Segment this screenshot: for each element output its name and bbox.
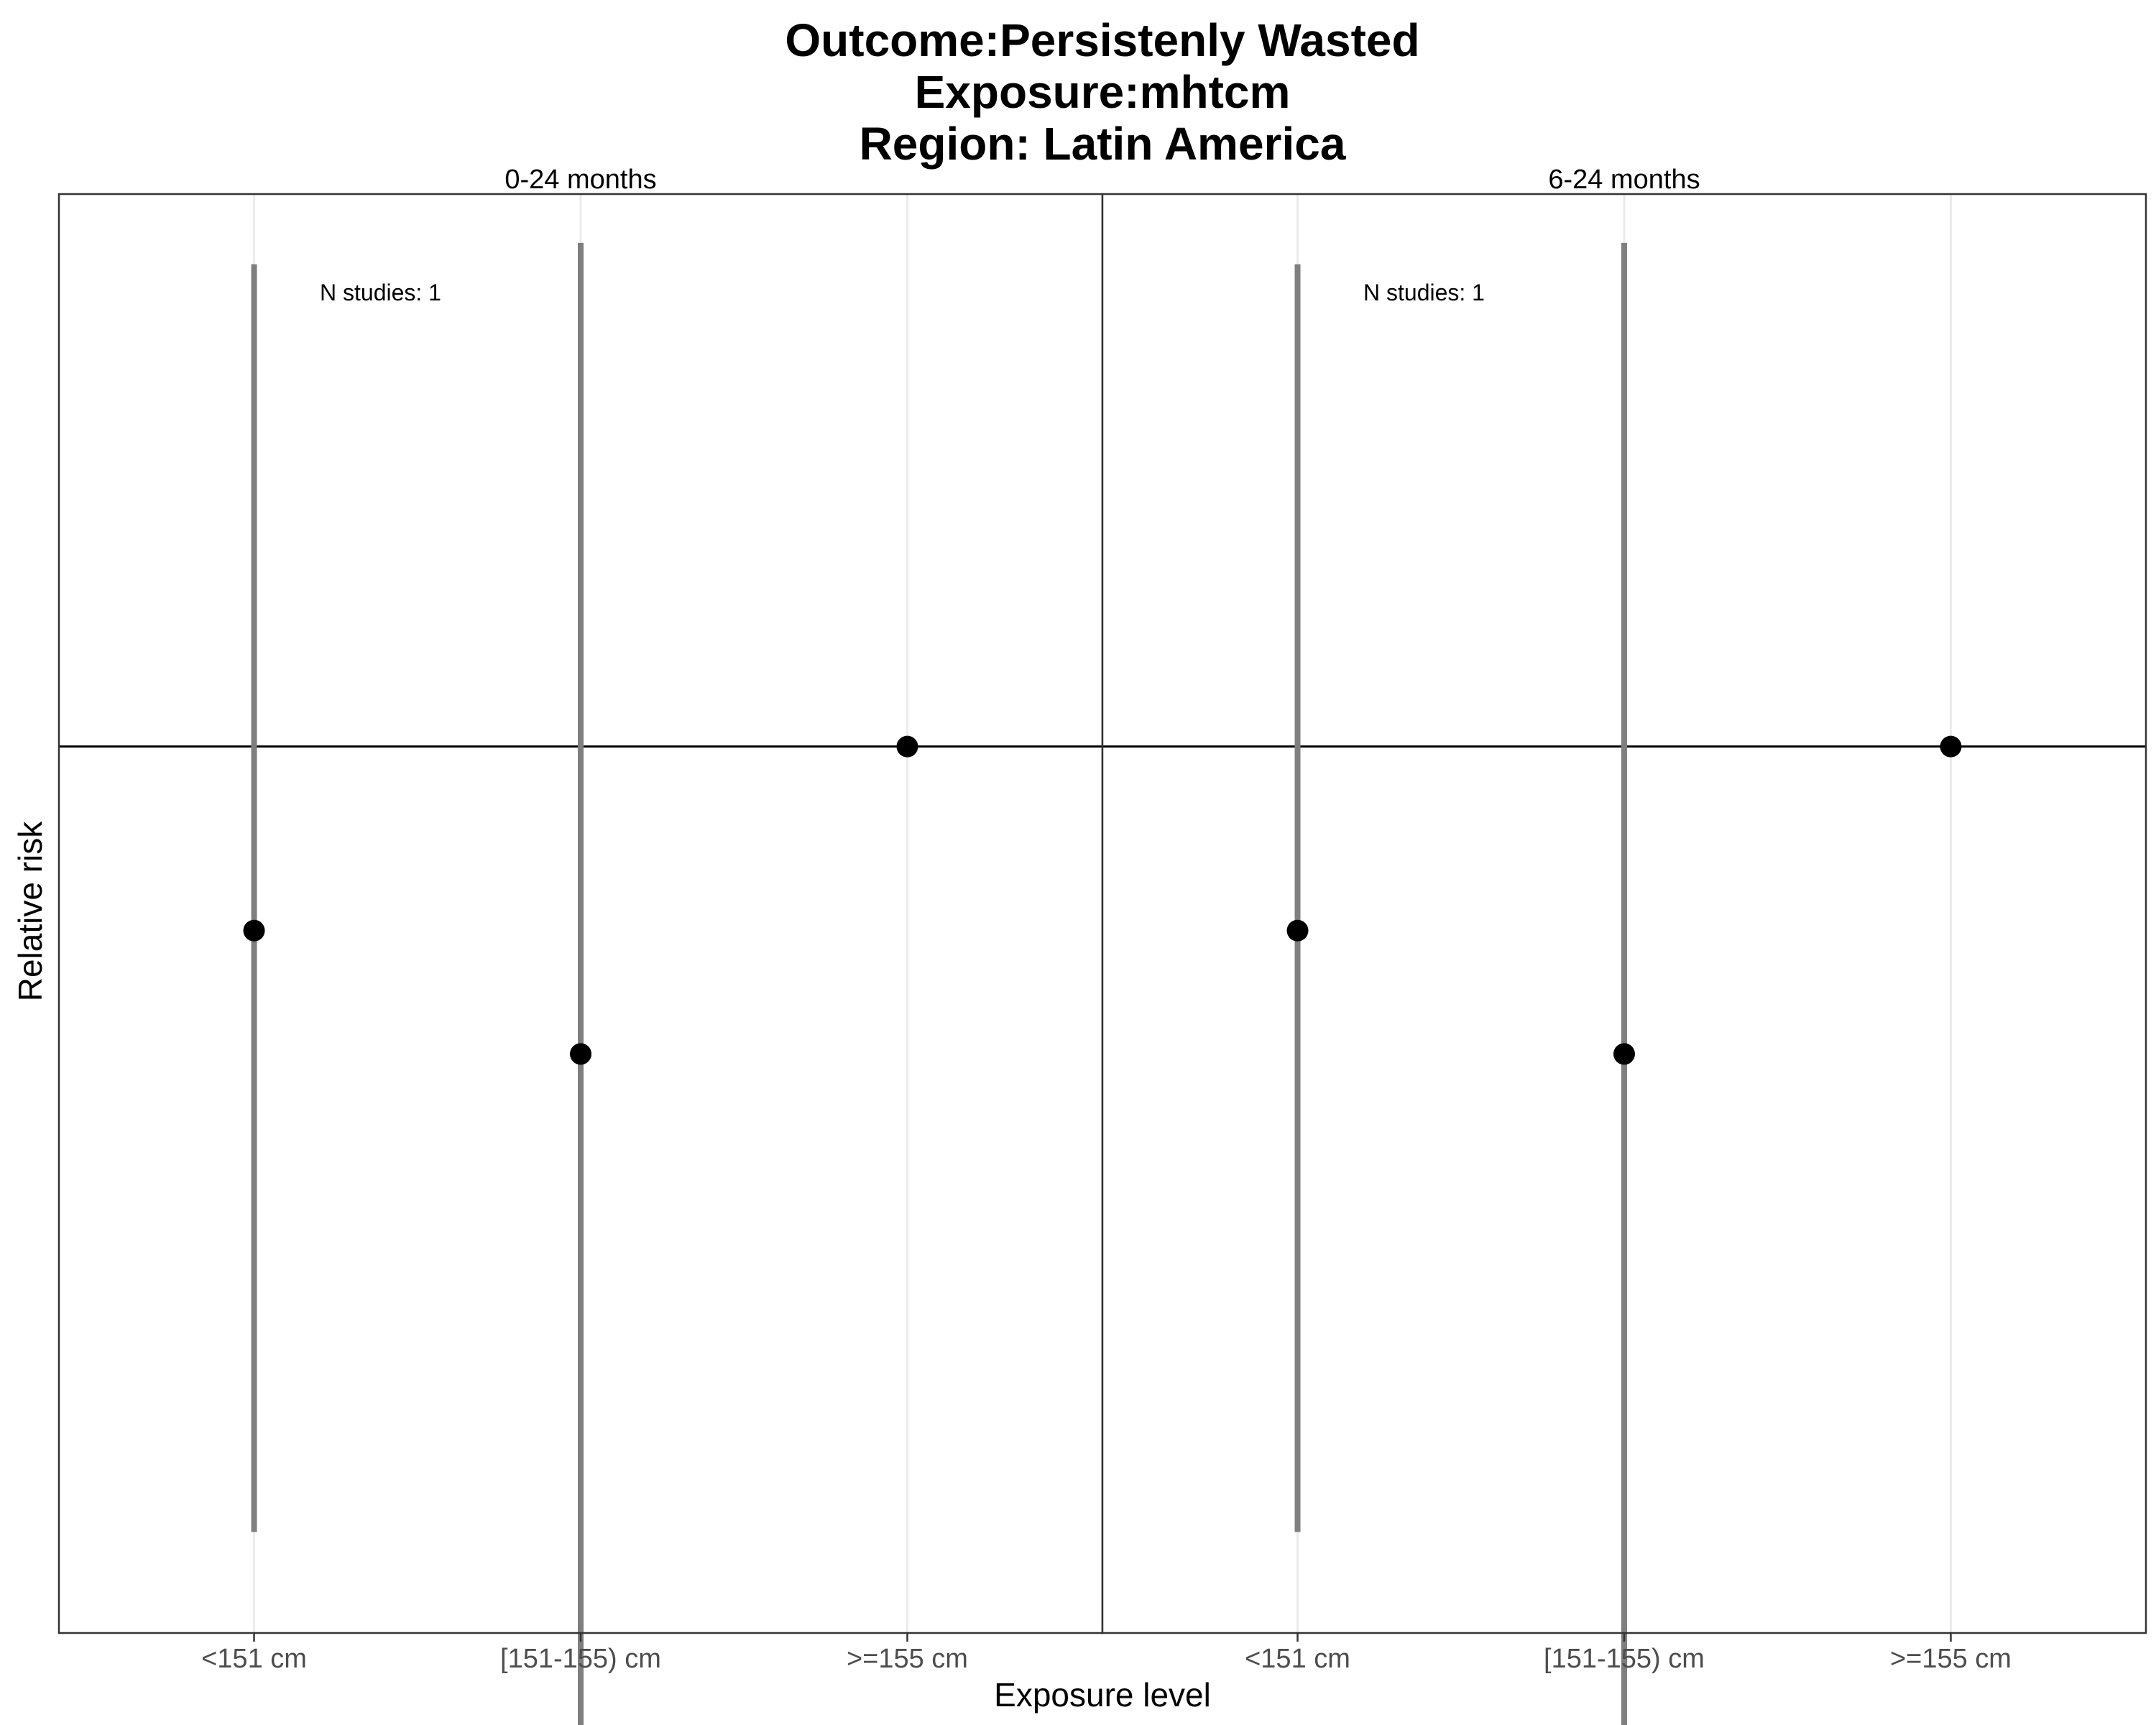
facet-panel-1: N studies: 1 0-24 months <151 cm [151-155) … [57, 165, 1104, 1725]
estimate-point [1940, 735, 1962, 758]
estimate-point [1286, 919, 1309, 942]
n-studies-annotation: N studies: 1 [320, 280, 441, 305]
title-line-outcome: Outcome:Persistenly Wasted [785, 14, 1419, 66]
facet-strip-label: 0-24 months [505, 165, 656, 195]
x-tick-label: <151 cm [201, 1644, 307, 1674]
title-line-region: Region: Latin America [860, 118, 1346, 170]
estimate-point [896, 735, 918, 758]
facet-strip-label: 6-24 months [1548, 165, 1700, 195]
facet-panel-2: N studies: 1 6-24 months <151 cm [151-155) … [1101, 165, 2147, 1725]
chart-title: Outcome:Persistenly Wasted Exposure:mhtc… [785, 14, 1419, 170]
x-axis-title: Exposure level [994, 1676, 1211, 1714]
estimate-point [570, 1043, 591, 1065]
estimate-point [243, 919, 265, 942]
estimate-point [1613, 1043, 1635, 1065]
title-line-exposure: Exposure:mhtcm [915, 66, 1291, 118]
x-tick-label: [151-155) cm [1544, 1644, 1705, 1674]
x-tick-label: >=155 cm [847, 1644, 968, 1674]
y-axis-title: Relative risk [11, 821, 49, 1002]
x-tick-label: [151-155) cm [500, 1644, 661, 1674]
x-tick-label: >=155 cm [1890, 1644, 2012, 1674]
x-tick-label: <151 cm [1245, 1644, 1350, 1674]
n-studies-annotation: N studies: 1 [1363, 280, 1485, 305]
